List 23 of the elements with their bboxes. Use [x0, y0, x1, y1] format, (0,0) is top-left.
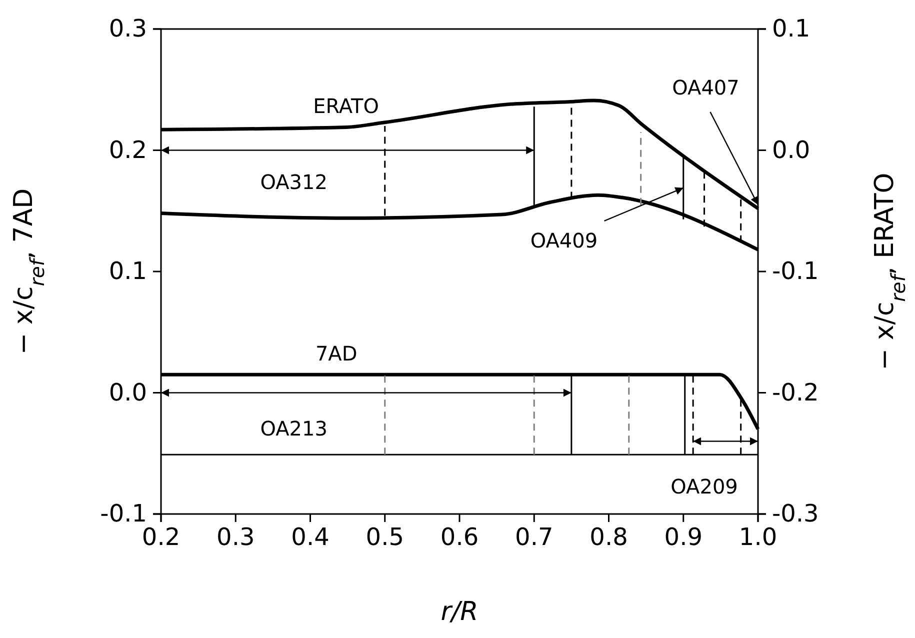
x-tick-label: 0.7 — [515, 523, 554, 552]
x-tick-label: 0.6 — [440, 523, 479, 552]
y2-tick-label: 0.0 — [772, 136, 810, 164]
x-tick-label: 0.9 — [664, 523, 702, 552]
y2-tick-label: -0.2 — [772, 378, 819, 406]
annotation: OA213 — [260, 416, 328, 441]
x-tick-label: 0.5 — [366, 523, 404, 552]
annotation: OA312 — [260, 170, 328, 195]
y2-tick-label: 0.1 — [772, 14, 810, 43]
x-tick-label: 0.3 — [216, 523, 255, 552]
x-axis-title: r/R — [440, 597, 478, 627]
annotation: OA409 — [530, 228, 598, 253]
y-tick-label: 0.2 — [108, 136, 147, 164]
y2-tick-label: -0.1 — [772, 257, 819, 286]
series-label: 7AD — [315, 342, 358, 366]
y-tick-label: 0.0 — [108, 378, 147, 406]
annotation: OA209 — [670, 475, 738, 500]
y-tick-label: 0.1 — [108, 257, 147, 286]
y-tick-label: 0.3 — [108, 14, 147, 43]
x-tick-label: 0.8 — [590, 523, 628, 552]
annotation: OA407 — [672, 76, 740, 100]
series-label: ERATO — [313, 94, 379, 118]
x-tick-label: 0.4 — [291, 523, 330, 552]
